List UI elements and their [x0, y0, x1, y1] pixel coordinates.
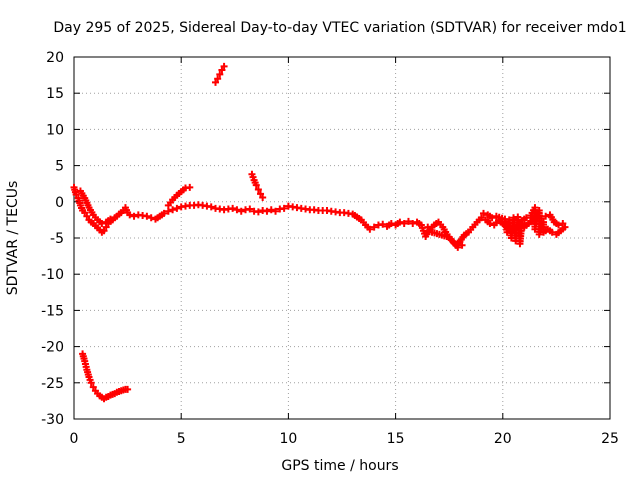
- data-point: [488, 214, 496, 222]
- data-point: [81, 209, 89, 217]
- data-point: [126, 211, 134, 219]
- data-point: [87, 379, 95, 387]
- y-tick-label: 5: [55, 159, 64, 175]
- data-point: [143, 212, 151, 220]
- data-point: [396, 218, 404, 226]
- y-tick-label: -5: [50, 231, 64, 247]
- data-point: [259, 193, 267, 201]
- x-tick-label: 0: [70, 431, 79, 447]
- series-arc-5h: [164, 183, 194, 209]
- data-point: [218, 66, 226, 74]
- y-tick-label: 20: [46, 50, 64, 66]
- data-point: [257, 190, 265, 198]
- y-tick-label: -10: [41, 267, 64, 283]
- data-point: [400, 220, 408, 228]
- data-point: [229, 204, 237, 212]
- data-point: [106, 215, 114, 223]
- data-point: [233, 206, 241, 214]
- data-marks: [70, 62, 569, 403]
- y-tick-label: 0: [55, 195, 64, 211]
- grid: [74, 57, 610, 419]
- series-arc-7h: [212, 62, 228, 86]
- series-main-trace: [70, 183, 567, 249]
- axis-ticks: 0 5 10 15 20 25 -30 -25 -20 -15 -10 -5 0 5 10 15 20: [41, 50, 619, 447]
- data-point: [186, 183, 194, 191]
- series-secondary-trace: [76, 187, 569, 251]
- data-point: [480, 209, 488, 217]
- data-point: [147, 214, 155, 222]
- x-axis-label: GPS time / hours: [281, 458, 398, 474]
- data-point: [254, 185, 262, 193]
- data-point: [100, 227, 108, 235]
- data-point: [98, 220, 106, 228]
- data-point: [272, 207, 280, 215]
- data-point: [477, 214, 485, 222]
- data-point: [212, 78, 220, 86]
- data-point: [207, 203, 215, 211]
- data-point: [169, 206, 177, 214]
- data-point: [555, 221, 563, 229]
- series-low-arc: [79, 350, 132, 403]
- x-tick-label: 5: [177, 431, 186, 447]
- series-arc-8h: [248, 170, 267, 201]
- data-point: [379, 220, 387, 228]
- data-point: [267, 206, 275, 214]
- data-point: [72, 191, 80, 199]
- y-tick-label: 10: [46, 122, 64, 138]
- chart-title: Day 295 of 2025, Sidereal Day-to-day VTE…: [53, 20, 626, 36]
- data-point: [214, 75, 222, 83]
- x-tick-label: 20: [494, 431, 512, 447]
- data-point: [130, 212, 138, 220]
- data-point: [216, 70, 224, 78]
- data-point: [220, 62, 228, 70]
- x-tick-label: 25: [601, 431, 619, 447]
- data-point: [548, 228, 556, 236]
- data-point: [124, 385, 132, 393]
- data-point: [160, 209, 168, 217]
- y-tick-label: -30: [41, 412, 64, 428]
- data-point: [404, 217, 412, 225]
- data-point: [370, 223, 378, 231]
- data-point: [237, 207, 245, 215]
- data-point: [89, 383, 97, 391]
- data-point: [454, 243, 462, 251]
- x-tick-label: 10: [279, 431, 297, 447]
- data-point: [173, 204, 181, 212]
- data-point: [409, 220, 417, 228]
- data-point: [486, 220, 494, 228]
- y-tick-label: -15: [41, 303, 64, 319]
- data-point: [263, 207, 271, 215]
- data-point: [561, 223, 569, 231]
- data-point: [252, 181, 260, 189]
- data-point: [280, 204, 288, 212]
- y-tick-label: -25: [41, 376, 64, 392]
- data-point: [458, 241, 466, 249]
- data-point: [246, 205, 254, 213]
- data-point: [387, 220, 395, 228]
- data-point: [366, 225, 374, 233]
- y-tick-label: 15: [46, 86, 64, 102]
- y-axis-label: SDTVAR / TECUs: [5, 181, 21, 296]
- x-tick-label: 15: [387, 431, 405, 447]
- data-point: [254, 208, 262, 216]
- data-point: [522, 214, 530, 222]
- data-point: [83, 212, 91, 220]
- y-tick-label: -20: [41, 340, 64, 356]
